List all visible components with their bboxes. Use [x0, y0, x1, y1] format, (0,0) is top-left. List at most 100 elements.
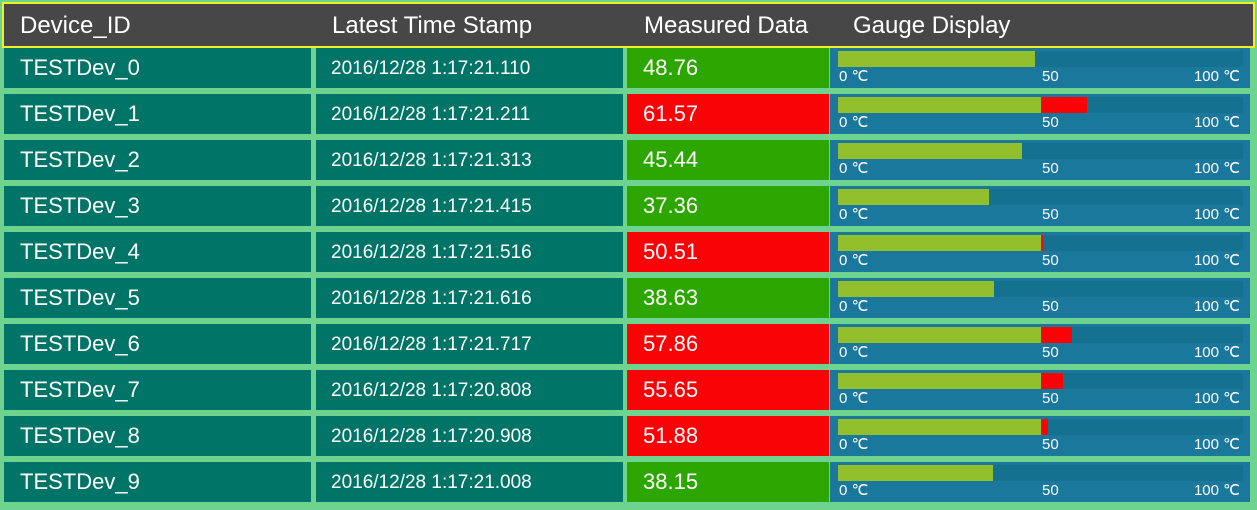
- measured-value: 48.76: [643, 55, 699, 80]
- gauge-max-label: 100 ℃: [1193, 298, 1240, 315]
- gauge-bar: [838, 51, 1243, 67]
- gauge-fill: [838, 97, 1041, 113]
- gauge-bar: [838, 327, 1243, 343]
- timestamp-cell: 2016/12/28 1:17:21.616: [316, 278, 623, 318]
- timestamp: 2016/12/28 1:17:21.415: [331, 196, 532, 217]
- measured-value-cell: 37.36: [627, 186, 829, 226]
- gauge-fill: [838, 51, 1036, 67]
- device-id-cell: TESTDev_4: [4, 232, 311, 272]
- measured-value-cell: 57.86: [627, 324, 829, 364]
- device-id: TESTDev_9: [20, 469, 140, 494]
- gauge-min-label: 0 ℃: [839, 114, 869, 131]
- table-header: Device_ID Latest Time Stamp Measured Dat…: [2, 2, 1255, 48]
- gauge-max-label: 100 ℃: [1193, 344, 1240, 361]
- gauge-min-label: 0 ℃: [839, 160, 869, 177]
- gauge-mid-label: 50: [1042, 206, 1059, 223]
- gauge-fill: [838, 235, 1041, 251]
- gauge-overflow-fill: [1040, 235, 1043, 251]
- device-id: TESTDev_5: [20, 285, 140, 310]
- device-id: TESTDev_1: [20, 101, 140, 126]
- measured-value-cell: 38.63: [627, 278, 829, 318]
- timestamp: 2016/12/28 1:17:21.211: [331, 104, 531, 125]
- device-id-cell: TESTDev_9: [4, 462, 311, 502]
- gauge-display: 0 ℃ 50 100 ℃: [830, 140, 1250, 180]
- gauge-fill: [838, 143, 1023, 159]
- gauge-max-label: 100 ℃: [1193, 206, 1240, 223]
- gauge-max-label: 100 ℃: [1193, 68, 1240, 85]
- measured-value: 45.44: [643, 147, 699, 172]
- device-id: TESTDev_7: [20, 377, 140, 402]
- gauge-min-label: 0 ℃: [839, 68, 869, 85]
- table-row: TESTDev_9 2016/12/28 1:17:21.008 38.15 0 ℃ 5…: [0, 462, 1257, 508]
- gauge-min-label: 0 ℃: [839, 206, 869, 223]
- gauge-overflow-fill: [1040, 327, 1073, 343]
- measured-value: 55.65: [643, 377, 699, 402]
- timestamp-cell: 2016/12/28 1:17:21.313: [316, 140, 623, 180]
- gauge-mid-label: 50: [1042, 390, 1059, 407]
- measured-value-cell: 38.15: [627, 462, 829, 502]
- measured-value: 61.57: [643, 101, 699, 126]
- column-header-measured-data: Measured Data: [644, 12, 809, 39]
- gauge-min-label: 0 ℃: [839, 436, 869, 453]
- gauge-bar: [838, 373, 1243, 389]
- gauge-min-label: 0 ℃: [839, 482, 869, 499]
- gauge-max-label: 100 ℃: [1193, 114, 1240, 131]
- gauge-bar: [838, 97, 1243, 113]
- gauge-bar: [838, 143, 1243, 159]
- timestamp-cell: 2016/12/28 1:17:21.717: [316, 324, 623, 364]
- gauge-fill: [838, 419, 1041, 435]
- gauge-max-label: 100 ℃: [1193, 390, 1240, 407]
- gauge-mid-label: 50: [1042, 436, 1059, 453]
- timestamp: 2016/12/28 1:17:21.110: [331, 58, 531, 79]
- measured-value-cell: 48.76: [627, 48, 829, 88]
- device-id: TESTDev_6: [20, 331, 140, 356]
- device-id: TESTDev_8: [20, 423, 140, 448]
- device-id-cell: TESTDev_5: [4, 278, 311, 318]
- device-id-cell: TESTDev_0: [4, 48, 311, 88]
- device-id-cell: TESTDev_6: [4, 324, 311, 364]
- table-row: TESTDev_7 2016/12/28 1:17:20.808 55.65 0 ℃ 5…: [0, 370, 1257, 416]
- table-row: TESTDev_8 2016/12/28 1:17:20.908 51.88 0 ℃ 5…: [0, 416, 1257, 462]
- timestamp-cell: 2016/12/28 1:17:20.808: [316, 370, 623, 410]
- measured-value-cell: 51.88: [627, 416, 829, 456]
- gauge-bar: [838, 235, 1243, 251]
- gauge-mid-label: 50: [1042, 344, 1059, 361]
- gauge-min-label: 0 ℃: [839, 344, 869, 361]
- gauge-max-label: 100 ℃: [1193, 436, 1240, 453]
- gauge-display: 0 ℃ 50 100 ℃: [830, 186, 1250, 226]
- measured-value: 51.88: [643, 423, 699, 448]
- gauge-min-label: 0 ℃: [839, 252, 869, 269]
- measured-value-cell: 61.57: [627, 94, 829, 134]
- gauge-min-label: 0 ℃: [839, 390, 869, 407]
- gauge-display: 0 ℃ 50 100 ℃: [830, 232, 1250, 272]
- gauge-fill: [838, 373, 1041, 389]
- timestamp-cell: 2016/12/28 1:17:21.516: [316, 232, 623, 272]
- timestamp-cell: 2016/12/28 1:17:21.008: [316, 462, 623, 502]
- timestamp: 2016/12/28 1:17:21.616: [331, 288, 532, 309]
- column-header-gauge-display: Gauge Display: [853, 12, 1011, 39]
- device-id: TESTDev_2: [20, 147, 140, 172]
- gauge-fill: [838, 465, 993, 481]
- timestamp: 2016/12/28 1:17:21.717: [331, 334, 532, 355]
- timestamp-cell: 2016/12/28 1:17:20.908: [316, 416, 623, 456]
- timestamp: 2016/12/28 1:17:21.516: [331, 242, 532, 263]
- gauge-max-label: 100 ℃: [1193, 252, 1240, 269]
- device-id-cell: TESTDev_1: [4, 94, 311, 134]
- measured-value: 38.15: [643, 469, 699, 494]
- timestamp: 2016/12/28 1:17:20.908: [331, 426, 532, 447]
- table-row: TESTDev_1 2016/12/28 1:17:21.211 61.57 0 ℃ 5…: [0, 94, 1257, 140]
- gauge-overflow-fill: [1040, 419, 1049, 435]
- gauge-display: 0 ℃ 50 100 ℃: [830, 324, 1250, 364]
- gauge-min-label: 0 ℃: [839, 298, 869, 315]
- gauge-overflow-fill: [1040, 373, 1064, 389]
- gauge-mid-label: 50: [1042, 114, 1059, 131]
- gauge-display: 0 ℃ 50 100 ℃: [830, 462, 1250, 502]
- gauge-display: 0 ℃ 50 100 ℃: [830, 278, 1250, 318]
- gauge-bar: [838, 419, 1243, 435]
- gauge-max-label: 100 ℃: [1193, 482, 1240, 499]
- device-id-cell: TESTDev_2: [4, 140, 311, 180]
- gauge-display: 0 ℃ 50 100 ℃: [830, 370, 1250, 410]
- timestamp: 2016/12/28 1:17:21.313: [331, 150, 532, 171]
- gauge-display: 0 ℃ 50 100 ℃: [830, 416, 1250, 456]
